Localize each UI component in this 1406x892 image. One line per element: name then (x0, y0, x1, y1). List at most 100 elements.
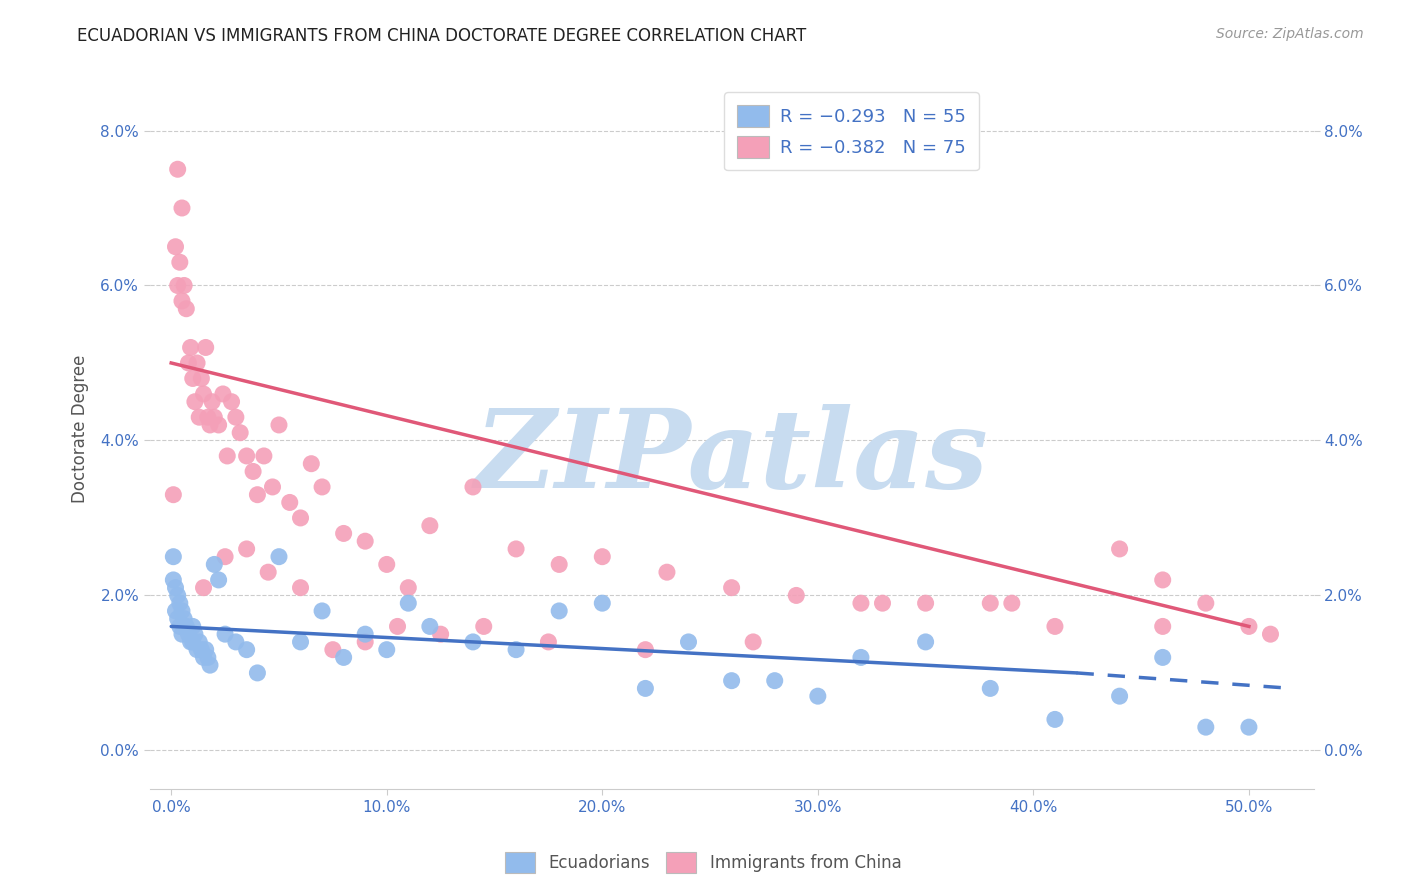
Point (186, 356, 208, 370)
Point (763, 673, 786, 688)
Point (201, 394, 224, 409)
Point (166, 589, 188, 603)
Point (170, 627, 193, 641)
Point (429, 627, 451, 641)
Point (198, 658, 221, 673)
Point (214, 549, 236, 564)
Point (221, 394, 243, 409)
Point (785, 589, 807, 603)
Point (396, 596, 419, 610)
Point (299, 457, 322, 471)
Point (720, 581, 742, 595)
Point (290, 635, 312, 649)
Point (162, 549, 184, 564)
Point (419, 518, 441, 533)
Point (246, 488, 269, 502)
Point (396, 581, 419, 595)
Point (807, 689, 830, 703)
Point (720, 673, 742, 688)
Point (1108, 689, 1130, 703)
Point (1043, 713, 1066, 727)
Point (1260, 627, 1282, 641)
Point (1195, 596, 1218, 610)
Point (354, 534, 377, 549)
Point (246, 665, 269, 680)
Point (166, 278, 188, 293)
Point (225, 410, 247, 425)
Point (162, 573, 184, 587)
Point (461, 635, 484, 649)
Point (170, 201, 193, 215)
Point (174, 619, 197, 633)
Point (1152, 573, 1174, 587)
Point (505, 642, 527, 657)
Point (461, 480, 484, 494)
Point (197, 650, 219, 665)
Point (591, 549, 613, 564)
Point (180, 341, 202, 355)
Point (190, 642, 212, 657)
Point (322, 642, 344, 657)
Point (181, 619, 204, 633)
Point (174, 301, 197, 316)
Point (177, 356, 200, 370)
Point (184, 394, 207, 409)
Point (262, 480, 284, 494)
Point (235, 449, 257, 463)
Point (354, 627, 377, 641)
Point (166, 612, 188, 626)
Point (207, 417, 229, 432)
Point (311, 480, 333, 494)
Point (655, 565, 678, 579)
Point (202, 558, 225, 572)
Point (257, 565, 280, 579)
Point (375, 642, 398, 657)
Point (169, 619, 191, 633)
Point (194, 341, 217, 355)
Point (1152, 619, 1174, 633)
Point (290, 511, 312, 525)
Point (169, 255, 191, 269)
Point (1001, 596, 1024, 610)
Point (634, 642, 657, 657)
Point (188, 635, 211, 649)
Point (193, 650, 215, 665)
Point (180, 635, 202, 649)
Point (290, 581, 312, 595)
Point (419, 619, 441, 633)
Point (181, 371, 204, 385)
Point (188, 410, 211, 425)
Point (311, 604, 333, 618)
Point (979, 596, 1001, 610)
Point (591, 596, 613, 610)
Point (849, 650, 872, 665)
Point (332, 650, 354, 665)
Point (914, 635, 936, 649)
Point (354, 635, 377, 649)
Point (173, 612, 195, 626)
Point (186, 642, 208, 657)
Point (914, 596, 936, 610)
Point (207, 573, 229, 587)
Y-axis label: Doctorate Degree: Doctorate Degree (72, 355, 89, 503)
Point (872, 596, 894, 610)
Point (472, 619, 495, 633)
Point (217, 449, 239, 463)
Legend: R = −0.293   N = 55, R = −0.382   N = 75: R = −0.293 N = 55, R = −0.382 N = 75 (724, 92, 979, 170)
Point (194, 642, 217, 657)
Point (387, 619, 409, 633)
Point (634, 681, 657, 696)
Text: ECUADORIAN VS IMMIGRANTS FROM CHINA DOCTORATE DEGREE CORRELATION CHART: ECUADORIAN VS IMMIGRANTS FROM CHINA DOCT… (77, 27, 807, 45)
Point (181, 635, 204, 649)
Point (267, 417, 290, 432)
Point (193, 387, 215, 401)
Point (177, 627, 200, 641)
Point (678, 635, 700, 649)
Point (214, 627, 236, 641)
Point (742, 635, 765, 649)
Point (278, 495, 301, 509)
Point (1237, 619, 1260, 633)
Point (169, 596, 191, 610)
Point (165, 240, 187, 254)
Point (1237, 720, 1260, 734)
